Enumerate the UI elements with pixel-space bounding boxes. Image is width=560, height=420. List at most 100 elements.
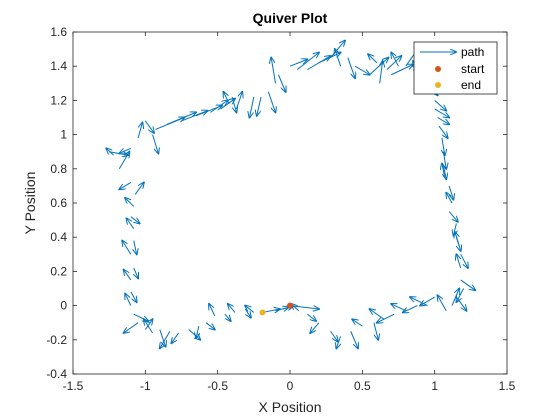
quiver-arrow [134,267,138,278]
quiver-arrow [267,91,275,113]
quiver-arrow [391,53,399,67]
y-tick-label: 1 [60,128,67,142]
quiver-arrow [244,308,251,318]
quiver-arrow [347,57,355,79]
quiver-arrow [446,193,453,204]
quiver-arrow [119,147,132,153]
quiver-arrow [434,100,447,110]
quiver-arrow [130,216,140,224]
quiver-arrow [166,112,196,125]
quiver-arrow [235,92,242,110]
quiver-arrow [434,108,449,118]
quiver-arrow [205,322,215,330]
legend-box [413,41,498,95]
quiver-arrow [451,289,459,306]
quiver-arrow [380,61,383,84]
quiver-arrow [352,319,363,327]
point-markers [259,302,293,316]
quiver-arrow [354,65,369,75]
quiver-arrow [134,182,144,195]
y-tick-label: 0.8 [50,162,67,176]
quiver-arrow [228,304,236,313]
x-tick-label: 0 [287,379,294,393]
quiver-arrow [125,198,135,207]
quiver-arrow [438,295,447,311]
quiver-arrow [391,304,406,312]
quiver-arrow [159,329,166,347]
quiver-arrow [181,111,208,122]
quiver-arrow [377,313,395,323]
quiver-arrow [130,291,137,302]
quiver-arrow [127,218,135,229]
quiver-arrow [350,331,358,348]
quiver-arrow [448,211,458,222]
quiver-arrow [210,100,227,113]
quiver-arrow [137,123,142,139]
x-tick-label: 1.5 [499,379,516,393]
quiver-arrow [125,294,132,306]
x-axis-ticks: -1.5 -1 -0.5 0 0.5 1 1.5 [63,32,516,393]
quiver-arrow [330,330,338,341]
legend-end-label: end [461,78,481,92]
y-tick-label: 1.6 [50,25,67,39]
quiver-arrow [257,96,262,116]
quiver-arrow [296,53,319,71]
quiver-arrow [144,120,154,133]
quiver-arrow [442,164,445,178]
quiver-arrow [391,64,413,76]
y-tick-label: 0 [60,299,67,313]
quiver-arrow [335,49,342,67]
y-axis-label: Y Position [22,172,38,235]
end-point [259,309,266,316]
quiver-arrow [437,117,450,125]
quiver-arrow [370,309,385,320]
quiver-arrow [223,92,230,105]
quiver-arrow [438,125,448,138]
y-tick-label: -0.2 [46,333,67,347]
quiver-arrow [289,59,307,67]
quiver-arrow [209,304,216,317]
legend-path-label: path [461,45,484,59]
x-tick-label: -1.5 [63,379,84,393]
legend-start-label: start [461,62,485,76]
start-point [287,302,293,309]
quiver-arrow [171,332,180,343]
quiver-arrow [310,322,320,333]
quiver-arrow [373,322,378,340]
quiver-arrow [245,306,255,313]
x-tick-label: -0.5 [207,379,228,393]
quiver-arrow [144,319,152,330]
quiver-arrow [133,313,148,321]
quiver-arrow [277,74,285,92]
quiver-arrow [124,322,139,333]
legend-start-swatch [435,66,441,72]
quiver-arrow [231,96,236,112]
y-tick-label: 0.4 [50,230,67,244]
quiver-arrow [224,313,231,321]
quiver-arrow [271,58,277,84]
quiver-arrow [442,137,445,155]
x-axis-label: X Position [258,399,321,415]
y-tick-label: 0.6 [50,196,67,210]
quiver-arrow [410,297,428,307]
y-axis-ticks: -0.4 -0.2 0 0.2 0.4 0.6 0.8 1 1.2 1.4 1.6 [46,25,507,381]
quiver-arrow [368,54,378,64]
quiver-arrow [460,254,468,268]
quiver-arrow [460,279,475,290]
y-tick-label: 1.4 [50,59,67,73]
y-tick-label: 1.2 [50,93,67,107]
quiver-arrow [188,329,201,340]
quiver-arrow [403,305,418,313]
legend-end-swatch [435,82,441,88]
quiver-arrow [119,182,132,189]
quiver-arrow [420,296,435,306]
quiver-arrow [455,296,466,311]
quiver-arrow [249,96,255,118]
quiver-arrow [124,270,132,281]
quiver-arrow [456,288,465,303]
legend: path start end [413,41,498,95]
x-tick-label: 0.5 [354,379,371,393]
quiver-arrow [122,241,132,255]
quiver-arrow [455,232,460,246]
